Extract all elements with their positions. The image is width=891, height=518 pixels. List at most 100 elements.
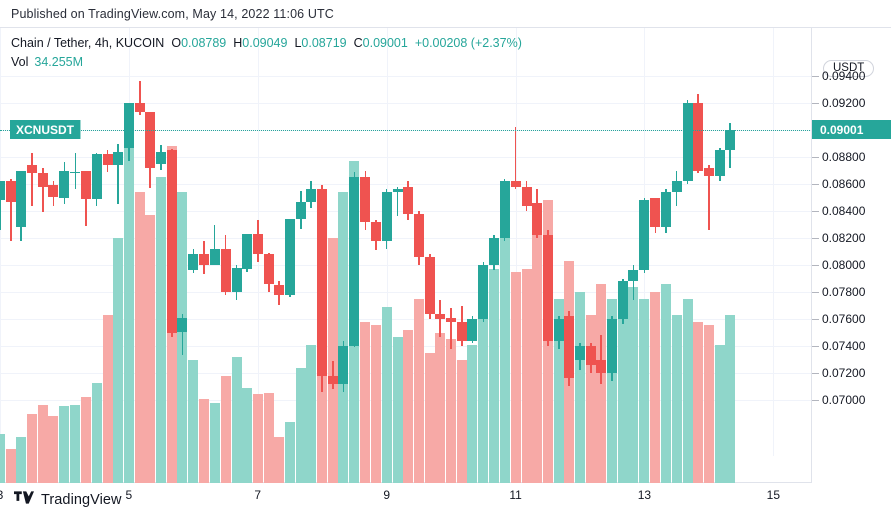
candle-body (306, 189, 317, 202)
volume-bar (27, 414, 38, 483)
volume-bar (575, 291, 585, 483)
volume-bar (467, 345, 478, 483)
current-price-tag: XCNUSDT 0.09001 (9, 120, 891, 140)
volume-bar (703, 325, 714, 483)
price-tick-dash (812, 345, 819, 347)
volume-bar (553, 299, 564, 483)
candle-body (575, 346, 585, 360)
grid-line-vertical (387, 28, 388, 456)
volume-bar (499, 230, 510, 483)
price-tick-dash (812, 156, 819, 158)
time-tick-label: 7 (254, 488, 262, 502)
candle-wick (514, 127, 517, 190)
price-tick-label: 0.09400 (822, 69, 866, 83)
price-tick: 0.07000 (812, 393, 891, 407)
candle-wick (10, 178, 12, 241)
volume-bar (252, 394, 263, 483)
volume-bar (413, 299, 424, 483)
volume-bar (0, 433, 5, 483)
volume-bar (392, 337, 403, 483)
candle-body (241, 233, 252, 270)
candle-wick (0, 181, 1, 230)
price-tick-label: 0.07800 (822, 285, 866, 299)
volume-bar (446, 339, 457, 483)
candle-body (209, 248, 220, 265)
published-header-bar: Published on TradingView.com, May 14, 20… (0, 0, 891, 27)
grid-line-vertical (773, 28, 774, 456)
candle-body (360, 177, 371, 222)
candle-body (274, 285, 285, 295)
time-tick-label: 9 (383, 488, 390, 502)
candle-body (102, 154, 113, 166)
volume-bar (585, 314, 596, 483)
volume-bar (306, 345, 317, 483)
grid-line-vertical (516, 28, 517, 456)
candle-body (457, 321, 468, 341)
candle-body (413, 213, 424, 257)
volume-bar (231, 357, 242, 483)
candle-body (553, 319, 564, 341)
price-axis[interactable]: USDT 0.09400 0.09200 0.08800 0.08600 0.08400… (9, 28, 891, 483)
tradingview-wordmark: TradingView (41, 492, 122, 508)
current-price-line (0, 129, 811, 131)
candle-body (123, 103, 134, 148)
candle-wick (450, 308, 452, 349)
volume-bar (671, 314, 682, 483)
volume-bar (521, 268, 532, 483)
volume-bar (112, 237, 123, 483)
volume-bar (38, 404, 49, 483)
volume-bar (70, 404, 81, 483)
time-axis[interactable]: 3 5 7 9 11 13 15 (0, 483, 891, 518)
candle-wick (74, 152, 77, 190)
candle-body (542, 235, 553, 341)
price-tick-dash (812, 399, 819, 401)
time-tick-label: 13 (637, 488, 652, 502)
candle-body (80, 170, 91, 199)
volume-bar (285, 421, 295, 483)
candle-wick (139, 81, 141, 116)
price-tick: 0.08200 (812, 231, 891, 245)
candle-body (231, 267, 242, 292)
candle-body (370, 221, 381, 241)
candle-body (16, 170, 27, 228)
current-price-symbol: XCNUSDT (9, 120, 81, 140)
price-tick: 0.07600 (812, 312, 891, 326)
candle-body (70, 171, 81, 174)
volume-bar (639, 299, 650, 483)
volume-bar (102, 314, 113, 483)
candle-body (328, 375, 339, 384)
price-tick-label: 0.08400 (822, 204, 866, 218)
candle-body (467, 319, 478, 341)
candle-body (167, 150, 178, 333)
price-tick: 0.08800 (812, 150, 891, 164)
tradingview-logo: TradingView (14, 490, 122, 510)
chart-pane[interactable]: Chain / Tether, 4h, KUCOIN O0.08789 H0.0… (0, 28, 812, 483)
volume-bar (618, 289, 629, 483)
time-tick-label: 3 (0, 488, 3, 502)
candle-body (317, 189, 328, 376)
volume-bar (489, 268, 500, 483)
price-tick-label: 0.08200 (822, 231, 866, 245)
price-tick: 0.08400 (812, 204, 891, 218)
candle-body (177, 317, 188, 333)
price-tick: 0.08000 (812, 258, 891, 272)
price-tick-label: 0.07400 (822, 339, 866, 353)
candle-body (392, 189, 403, 193)
price-tick: 0.09200 (812, 96, 891, 110)
volume-bar (220, 375, 231, 483)
candle-wick (600, 335, 603, 384)
price-tick-dash (812, 102, 819, 104)
volume-bar (682, 299, 693, 483)
grid-line-horizontal (0, 292, 811, 293)
candle-body (285, 219, 295, 295)
volume-bar (199, 398, 210, 483)
volume-bar (16, 437, 27, 483)
candle-wick (213, 224, 216, 264)
price-axis-unit[interactable]: USDT (823, 60, 875, 77)
candle-body (134, 103, 145, 113)
volume-bar (209, 403, 220, 483)
volume-bar (134, 191, 145, 483)
candle-body (5, 181, 16, 202)
time-tick-label: 5 (125, 488, 133, 502)
price-tick-label: 0.09200 (822, 96, 866, 110)
